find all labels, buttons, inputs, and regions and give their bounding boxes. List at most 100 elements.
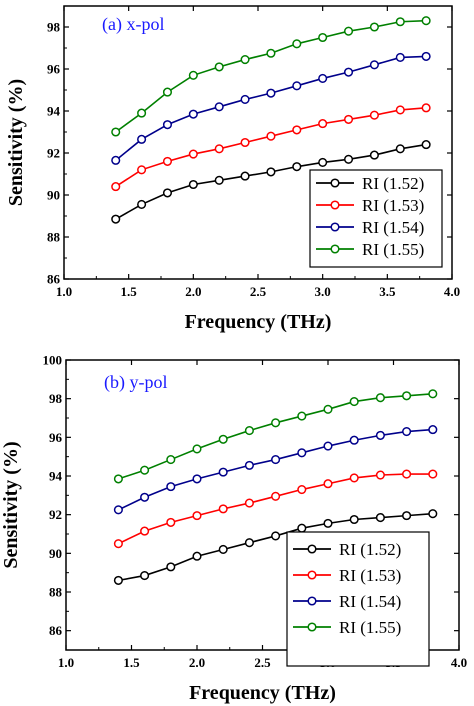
- legend-label: RI (1.53): [362, 196, 424, 215]
- data-point: [323, 441, 333, 451]
- y-tick-label: 94: [49, 469, 63, 484]
- data-point: [111, 214, 121, 224]
- data-point: [240, 137, 250, 148]
- data-point: [188, 149, 198, 159]
- data-point: [271, 491, 281, 501]
- series-line: [118, 393, 433, 480]
- data-point: [375, 393, 385, 403]
- data-point: [428, 425, 438, 435]
- x-tick-label: 1.5: [123, 655, 140, 670]
- y-tick-label: 88: [49, 585, 63, 600]
- data-point: [113, 575, 123, 585]
- legend: RI (1.52) RI (1.53) RI (1.54) RI (1.55): [309, 169, 443, 268]
- data-point: [297, 411, 307, 421]
- data-point: [162, 188, 173, 198]
- data-point: [395, 144, 405, 154]
- data-point: [428, 509, 438, 519]
- data-point: [188, 70, 198, 80]
- series-4: [111, 16, 431, 137]
- data-point: [318, 32, 328, 43]
- data-point: [113, 474, 123, 484]
- data-point: [395, 105, 405, 115]
- data-point: [369, 60, 379, 70]
- x-tick-label: 1.0: [58, 655, 74, 670]
- data-point: [292, 162, 302, 172]
- data-point: [140, 526, 150, 536]
- data-point: [323, 404, 333, 414]
- data-point: [297, 523, 307, 533]
- panel-label: (b) y-pol: [104, 372, 167, 393]
- data-point: [166, 562, 176, 572]
- legend-label: RI (1.54): [362, 218, 424, 237]
- data-point: [113, 505, 123, 515]
- data-point: [349, 514, 359, 525]
- x-tick-label: 2.5: [254, 655, 271, 670]
- data-point: [266, 88, 276, 98]
- data-point: [214, 102, 224, 112]
- legend-label: RI (1.52): [362, 174, 424, 193]
- data-point: [395, 52, 405, 63]
- legend-swatch-marker: [307, 570, 317, 580]
- data-point: [292, 39, 302, 49]
- data-point: [240, 94, 250, 104]
- data-point: [218, 467, 228, 477]
- data-point: [369, 110, 379, 120]
- data-point: [421, 140, 431, 150]
- series-3: [111, 51, 431, 165]
- y-tick-label: 88: [47, 230, 61, 245]
- data-point: [292, 81, 302, 91]
- data-point: [244, 538, 254, 548]
- data-point: [266, 48, 276, 58]
- legend-swatch-marker: [330, 244, 340, 254]
- data-point: [271, 531, 281, 541]
- data-point: [421, 103, 431, 113]
- series-2: [113, 469, 438, 549]
- y-tick-label: 96: [49, 430, 63, 445]
- data-point: [137, 134, 147, 144]
- data-point: [271, 418, 281, 428]
- data-point: [162, 87, 173, 97]
- legend-swatch-marker: [307, 544, 317, 554]
- data-point: [192, 511, 202, 521]
- data-point: [266, 167, 276, 177]
- data-point: [192, 444, 202, 454]
- legend-label: RI (1.55): [362, 240, 424, 259]
- legend-label: RI (1.54): [339, 592, 401, 611]
- data-point: [166, 517, 176, 527]
- y-tick-label: 98: [49, 391, 63, 406]
- data-point: [214, 62, 224, 72]
- x-tick-label: 2.0: [185, 284, 201, 299]
- x-tick-label: 3.0: [315, 284, 331, 299]
- data-point: [402, 469, 412, 479]
- data-point: [349, 397, 359, 407]
- data-point: [137, 108, 147, 118]
- data-point: [402, 391, 412, 401]
- data-point: [113, 539, 123, 549]
- data-point: [162, 120, 173, 130]
- series-1: [111, 140, 431, 224]
- y-tick-label: 96: [47, 62, 61, 77]
- data-point: [395, 17, 405, 27]
- data-point: [166, 482, 176, 492]
- y-tick-label: 86: [49, 623, 63, 638]
- data-point: [421, 51, 431, 61]
- data-point: [369, 22, 379, 32]
- chart-panel-b: 1.01.52.02.53.03.54.086889092949698100Fr…: [0, 353, 467, 705]
- data-point: [240, 171, 250, 181]
- x-tick-label: 1.0: [56, 284, 72, 299]
- data-point: [240, 55, 250, 65]
- panel-label: (a) x-pol: [102, 14, 164, 35]
- data-point: [349, 435, 359, 445]
- data-point: [375, 430, 385, 440]
- data-point: [214, 144, 224, 154]
- data-point: [218, 504, 228, 514]
- chart-panel-a: 1.0 1.5 2.0 2.5 3.0 3.5 4.0 86 88 90 92 94 96 98 Frequ…: [5, 5, 460, 333]
- legend-swatch-marker: [307, 622, 317, 632]
- x-tick-label: 4.0: [451, 655, 467, 670]
- legend-label: RI (1.52): [339, 540, 401, 559]
- data-point: [318, 119, 328, 129]
- data-point: [218, 544, 228, 555]
- x-tick-label: 4.0: [444, 284, 460, 299]
- data-point: [111, 155, 121, 165]
- y-tick-label: 94: [47, 104, 61, 119]
